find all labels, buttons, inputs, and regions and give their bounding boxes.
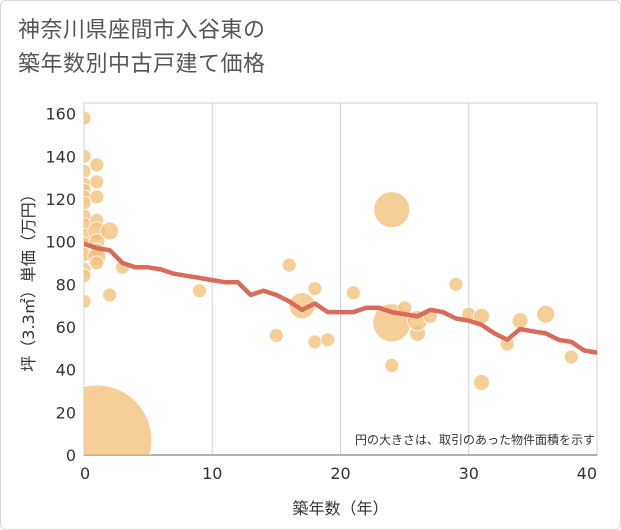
trend-line: [84, 241, 597, 355]
data-bubble: [89, 189, 105, 205]
data-bubble: [268, 328, 284, 343]
data-bubble: [563, 349, 579, 365]
data-bubble: [84, 148, 92, 164]
data-bubble: [281, 257, 297, 273]
y-tick-label: 120: [45, 190, 76, 209]
data-bubble: [84, 384, 153, 455]
data-bubble: [448, 276, 464, 292]
y-axis-label: 坪（3.3㎡）単価（万円）: [19, 186, 38, 371]
data-bubble: [84, 195, 92, 211]
data-bubble: [84, 268, 92, 284]
y-tick-label: 40: [56, 361, 76, 380]
size-note: 円の大きさは、取引のあった物件面積を示す: [355, 432, 595, 447]
data-bubble: [511, 312, 529, 330]
chart-title-line2: 築年数別中古戸建て価格: [18, 52, 266, 77]
y-tick-label: 20: [56, 403, 76, 422]
y-tick-label: 0: [66, 446, 76, 465]
x-tick-label: 0: [80, 464, 90, 483]
y-tick-label: 100: [45, 233, 76, 252]
data-bubble: [84, 294, 92, 309]
data-bubble: [89, 157, 105, 173]
data-bubble: [536, 304, 556, 324]
x-axis-label: 築年数（年）: [292, 499, 388, 518]
data-bubble: [89, 255, 105, 271]
y-tick-label: 80: [56, 275, 76, 294]
data-bubble: [473, 374, 490, 391]
data-bubble: [89, 174, 105, 190]
chart-title: 神奈川県座間市入谷東の 築年数別中古戸建て価格: [18, 14, 266, 82]
x-tick-label: 20: [330, 464, 350, 483]
data-bubble: [192, 283, 207, 299]
x-tick-label: 10: [202, 464, 222, 483]
y-tick-label: 140: [45, 147, 76, 166]
data-bubble: [345, 285, 361, 301]
data-bubble: [102, 287, 118, 303]
y-tick-label: 60: [56, 318, 76, 337]
data-bubble: [307, 281, 323, 297]
data-bubble: [373, 191, 411, 229]
data-bubble: [307, 334, 323, 350]
x-tick-label: 30: [459, 464, 479, 483]
y-tick-label: 160: [45, 105, 76, 124]
data-bubble: [384, 357, 400, 373]
data-bubble: [84, 110, 92, 126]
x-tick-label: 40: [577, 464, 597, 483]
data-bubble: [84, 163, 92, 179]
data-bubble: [320, 332, 336, 348]
chart-title-line1: 神奈川県座間市入谷東の: [18, 18, 266, 43]
data-bubble: [100, 221, 120, 241]
